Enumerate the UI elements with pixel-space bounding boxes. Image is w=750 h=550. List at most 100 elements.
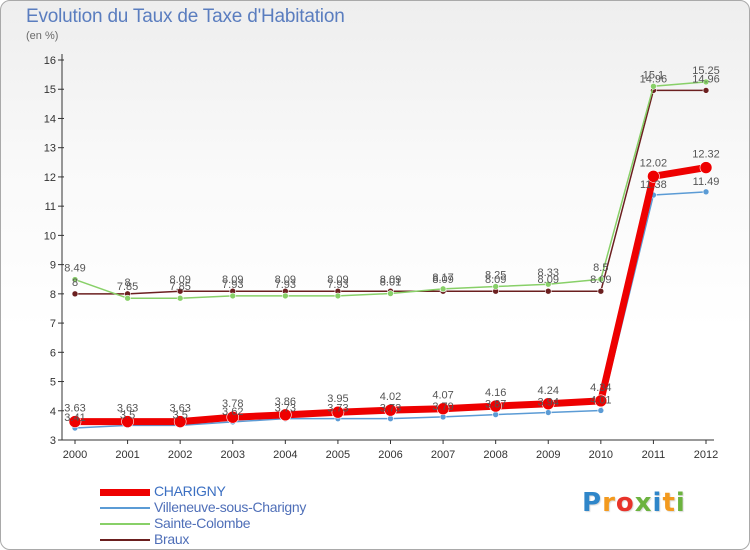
data-point: [544, 409, 552, 416]
data-point: [331, 405, 345, 419]
data-point: [544, 287, 552, 295]
data-label: 8.09: [327, 274, 348, 286]
data-label: 8: [125, 277, 131, 289]
data-point: [699, 161, 713, 174]
data-label: 15.1: [643, 69, 664, 81]
data-labels: 8 8 8.09 8.09 8.09 8.09 8.09 8.09 8.09 8.09 8.09 14…: [64, 65, 719, 424]
y-tick-label: 13: [44, 143, 56, 155]
unit-label: (en %): [26, 30, 59, 42]
y-tick-label: 3: [50, 435, 56, 447]
logo-letter: t: [662, 488, 676, 518]
data-label: 8.25: [485, 270, 506, 282]
data-point: [121, 415, 134, 428]
data-label: 3.41: [64, 412, 85, 424]
data-point: [650, 83, 657, 90]
data-label: 4.24: [538, 385, 559, 397]
logo-letter: P: [582, 488, 603, 518]
series-line-braux: [74, 89, 707, 295]
data-point: [594, 394, 608, 408]
data-label: 3.5: [120, 409, 135, 421]
data-label: 8.5: [593, 262, 608, 274]
y-tick-label: 12: [44, 172, 56, 184]
data-label: 8.09: [169, 274, 190, 286]
data-label: 8.09: [538, 274, 559, 286]
data-label: 8.17: [432, 272, 453, 284]
data-label: 14.96: [692, 73, 720, 85]
data-label: 3.78: [222, 398, 243, 410]
data-point: [439, 285, 447, 293]
logo-letter: i: [675, 488, 686, 518]
data-label: 3.5: [173, 409, 188, 421]
data-point: [597, 407, 605, 414]
data-point: [68, 415, 82, 428]
data-label: 4.34: [590, 382, 611, 394]
y-tick-label: 14: [44, 113, 56, 125]
y-tick-label: 9: [50, 260, 56, 272]
data-point: [384, 403, 397, 417]
data-point: [71, 290, 79, 298]
legend-swatch: [100, 539, 150, 541]
data-point: [492, 283, 499, 290]
data-point: [334, 292, 342, 300]
data-point: [229, 292, 237, 300]
data-label: 7.85: [169, 281, 190, 293]
data-point: [597, 275, 605, 283]
y-tick-label: 7: [50, 318, 56, 330]
y-tick-label: 15: [44, 84, 56, 96]
x-tick-label: 2006: [378, 449, 402, 461]
data-label: 8.09: [222, 274, 243, 286]
logo-letter: r: [602, 488, 616, 518]
proxiti-logo: Proxiti: [582, 488, 686, 518]
data-label: 8.09: [275, 274, 296, 286]
data-label: 3.95: [327, 393, 348, 405]
data-label: 8.49: [64, 263, 85, 275]
data-label: 3.62: [222, 406, 243, 418]
y-tick-label: 4: [50, 406, 56, 418]
data-label: 7.93: [222, 279, 243, 291]
chart-title: Evolution du Taux de Taxe d'Habitation: [26, 6, 345, 27]
x-tick-label: 2007: [431, 449, 455, 461]
data-label: 3.94: [538, 397, 559, 409]
data-point: [71, 276, 79, 283]
data-point: [702, 78, 710, 86]
data-point: [279, 408, 292, 422]
x-tick-label: 2009: [536, 449, 560, 461]
x-tick-label: 2005: [326, 449, 350, 461]
data-point: [489, 399, 502, 413]
data-label: 3.63: [117, 403, 138, 415]
data-label: 7.85: [117, 281, 138, 293]
data-label: 3.63: [64, 403, 85, 415]
data-label: 8: [72, 277, 78, 289]
legend-label: CHARIGNY: [154, 483, 226, 499]
data-label: 12.32: [692, 149, 720, 161]
x-tick-label: 2004: [273, 449, 297, 461]
data-point: [541, 397, 555, 411]
y-tick-label: 11: [45, 201, 56, 213]
chart-axes: 3 4 5 6 7 8 9 10 11 12 13 14 15 16 2000 2001 2002 2003 200…: [44, 54, 718, 461]
x-tick-label: 2001: [115, 449, 139, 461]
data-label: 12.02: [640, 157, 668, 169]
data-label: 8.01: [380, 277, 401, 289]
data-point: [702, 188, 710, 196]
logo-letter: o: [615, 488, 635, 518]
data-label: 4.07: [432, 390, 453, 402]
data-point: [544, 280, 552, 288]
data-label: 3.73: [327, 403, 348, 415]
data-label: 3.73: [275, 403, 296, 415]
y-tick-label: 10: [44, 230, 56, 242]
data-label: 7.93: [275, 279, 296, 291]
data-point: [176, 287, 184, 295]
data-point: [387, 290, 394, 297]
data-point: [492, 411, 499, 418]
data-label: 8.09: [432, 274, 453, 286]
x-tick-label: 2010: [589, 449, 613, 461]
x-tick-label: 2011: [642, 449, 666, 461]
data-label: 11.38: [640, 179, 667, 191]
data-point: [282, 292, 289, 300]
x-tick-label: 2008: [483, 449, 507, 461]
data-point: [597, 287, 605, 295]
data-label: 8.33: [538, 267, 559, 279]
y-tick-label: 6: [50, 347, 56, 359]
data-point: [173, 415, 187, 428]
